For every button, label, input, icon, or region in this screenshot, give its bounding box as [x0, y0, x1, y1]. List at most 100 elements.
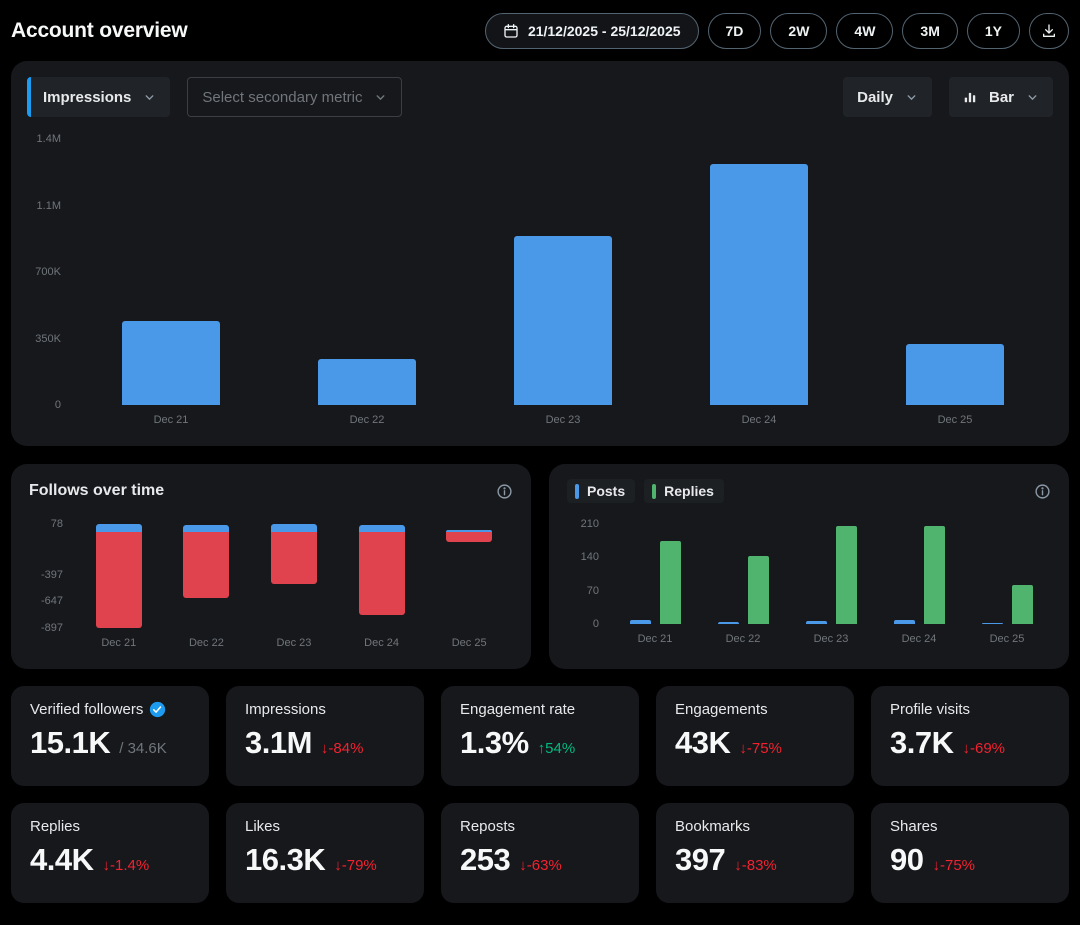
x-axis-label: Dec 25: [989, 633, 1025, 645]
metric-label: Profile visits: [890, 701, 971, 718]
metric-selectors: Impressions Select secondary metric: [27, 77, 403, 117]
chevron-down-icon: [143, 91, 156, 104]
posts-bar: [805, 621, 827, 624]
bar-dec-23[interactable]: [514, 235, 612, 405]
y-axis-label: -647: [40, 595, 63, 608]
chart-type-label: Bar: [988, 88, 1014, 106]
positive-bar: [446, 530, 493, 533]
y-axis-label: 700K: [35, 266, 61, 278]
follows-card-title: Follows over time: [29, 482, 165, 499]
legend-posts-label: Posts: [587, 483, 626, 499]
posts-replies-card: Posts Replies 210 140 70 0 Dec 21 Dec 22 Dec 2…: [549, 464, 1069, 669]
chevron-down-icon: [374, 91, 387, 104]
info-icon[interactable]: [496, 483, 513, 500]
bar-dec-22[interactable]: [318, 359, 416, 405]
x-axis-label: Dec 22: [188, 637, 224, 649]
bar-slot-dec-21: [611, 524, 699, 624]
bar-pair-dec-25[interactable]: [981, 524, 1033, 624]
metric-card-reposts: Reposts 253 ↓-63%: [441, 803, 639, 903]
display-selectors: Daily Bar: [843, 77, 1053, 117]
y-axis-label: 350K: [35, 332, 61, 345]
x-axis-label: Dec 24: [364, 637, 399, 649]
posts-chart-plot-area: 210 140 70 0: [567, 518, 1051, 630]
metric-value-row: 397 ↓-83%: [675, 842, 835, 878]
x-axis-label: Dec 24: [741, 414, 777, 426]
bar-group-dec-24[interactable]: [358, 524, 405, 628]
posts-bar: [717, 622, 739, 624]
range-button-3m[interactable]: 3M: [902, 12, 958, 49]
metric-card-likes: Likes 16.3K ↓-79%: [226, 803, 424, 903]
legend-item-replies[interactable]: Replies: [644, 479, 724, 503]
bar-pair-dec-21[interactable]: [629, 524, 681, 624]
metric-label: Likes: [245, 818, 281, 835]
x-axis-label: Dec 22: [725, 633, 761, 645]
trend-down-delta: ↓-84%: [320, 740, 364, 757]
bar-dec-25[interactable]: [906, 344, 1004, 405]
granularity-dropdown[interactable]: Daily: [843, 77, 932, 117]
follows-over-time-card: Follows over time 78 -397 -647 -897 Dec 21 De…: [11, 464, 531, 669]
metric-value: 43K: [675, 725, 731, 760]
range-button-1y[interactable]: 1Y: [966, 12, 1020, 49]
download-icon: [1041, 23, 1057, 39]
x-axis-label: Dec 23: [276, 637, 312, 649]
x-axis-label: Dec 21: [637, 633, 673, 645]
bar-pair-dec-22[interactable]: [717, 524, 769, 624]
metric-value: 16.3K: [245, 842, 326, 877]
trend-down-delta: ↓-83%: [734, 857, 777, 874]
main-chart-plot-area: 1.4M 1.1M 700K 350K 0: [27, 133, 1053, 411]
legend-item-posts[interactable]: Posts: [567, 479, 636, 503]
y-axis-label: 140: [580, 551, 599, 564]
replies-bar: [747, 556, 769, 624]
x-axis-label: Dec 24: [901, 633, 937, 645]
bar-group-dec-21[interactable]: [95, 524, 142, 628]
range-button-7d[interactable]: 7D: [707, 12, 762, 49]
verified-badge-icon: [149, 701, 166, 718]
bar-slot-dec-23: [250, 523, 338, 628]
bar-dec-24[interactable]: [710, 163, 808, 405]
metric-label: Verified followers: [30, 701, 144, 718]
chart-controls-row: Impressions Select secondary metric Dail…: [27, 77, 1053, 117]
y-axis-label: 0: [54, 399, 61, 411]
bar-group-dec-22[interactable]: [183, 524, 230, 628]
chart-type-dropdown[interactable]: Bar: [948, 77, 1053, 117]
y-axis-label: 210: [580, 518, 599, 530]
metric-value-row: 90 ↓-75%: [890, 842, 1050, 878]
metric-card-profile-visits: Profile visits 3.7K ↓-69%: [871, 686, 1069, 786]
metric-value: 3.7K: [890, 725, 954, 760]
bar-slot-dec-24: [338, 524, 426, 628]
info-icon[interactable]: [1034, 483, 1051, 500]
bar-slot-dec-23: [787, 524, 875, 624]
metric-value-row: 16.3K ↓-79%: [245, 842, 405, 878]
bar-slot-dec-23: [465, 139, 661, 405]
y-axis: 78 -397 -647 -897: [29, 518, 75, 634]
bar-slot-dec-25: [425, 524, 513, 628]
posts-color-marker: [575, 483, 579, 499]
posts-bar: [981, 622, 1003, 624]
bar-dec-21[interactable]: [122, 321, 220, 405]
x-axis-label: Dec 21: [101, 637, 137, 649]
granularity-label: Daily: [857, 88, 893, 106]
range-button-2w[interactable]: 2W: [770, 12, 828, 49]
metric-label: Bookmarks: [675, 818, 751, 835]
bar-group-dec-25[interactable]: [446, 524, 493, 628]
y-axis-label: 1.1M: [36, 199, 61, 212]
primary-metric-dropdown[interactable]: Impressions: [27, 77, 171, 117]
x-axis-label: Dec 21: [153, 414, 189, 426]
range-button-4w[interactable]: 4W: [836, 12, 894, 49]
bar-slot-dec-25: [963, 524, 1051, 624]
bar-pair-dec-24[interactable]: [893, 524, 945, 624]
bar-group-dec-23[interactable]: [270, 523, 317, 628]
secondary-metric-dropdown[interactable]: Select secondary metric: [187, 77, 403, 117]
metrics-grid: Verified followers 15.1K / 34.6K Impression…: [11, 686, 1069, 903]
metric-card-replies: Replies 4.4K ↓-1.4%: [11, 803, 209, 903]
follows-card-head: Follows over time: [29, 478, 513, 504]
download-button[interactable]: [1029, 12, 1069, 49]
date-range-button[interactable]: 21/12/2025 - 25/12/2025: [484, 12, 699, 49]
metric-label-row: Engagement rate: [460, 701, 620, 718]
positive-bar: [358, 525, 405, 533]
bar-slot-dec-22: [163, 524, 251, 628]
secondary-charts-row: Follows over time 78 -397 -647 -897 Dec 21 De…: [11, 464, 1069, 669]
bar-pair-dec-23[interactable]: [805, 524, 857, 624]
posts-card-head: Posts Replies: [567, 478, 1051, 504]
